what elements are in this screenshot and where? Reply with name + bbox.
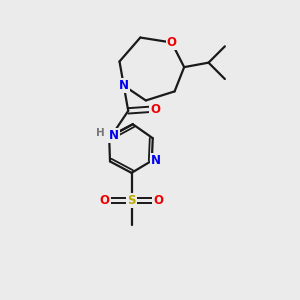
- Text: N: N: [151, 154, 161, 167]
- Text: S: S: [127, 194, 136, 207]
- Text: H: H: [96, 128, 105, 138]
- Text: O: O: [150, 103, 160, 116]
- Text: O: O: [153, 194, 163, 207]
- Text: N: N: [109, 129, 119, 142]
- Text: N: N: [119, 79, 129, 92]
- Text: O: O: [100, 194, 110, 207]
- Text: O: O: [167, 36, 177, 49]
